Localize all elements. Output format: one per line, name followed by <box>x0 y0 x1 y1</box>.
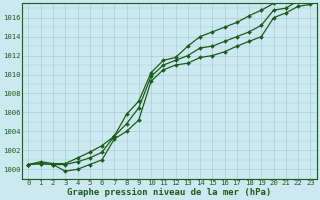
X-axis label: Graphe pression niveau de la mer (hPa): Graphe pression niveau de la mer (hPa) <box>67 188 272 197</box>
